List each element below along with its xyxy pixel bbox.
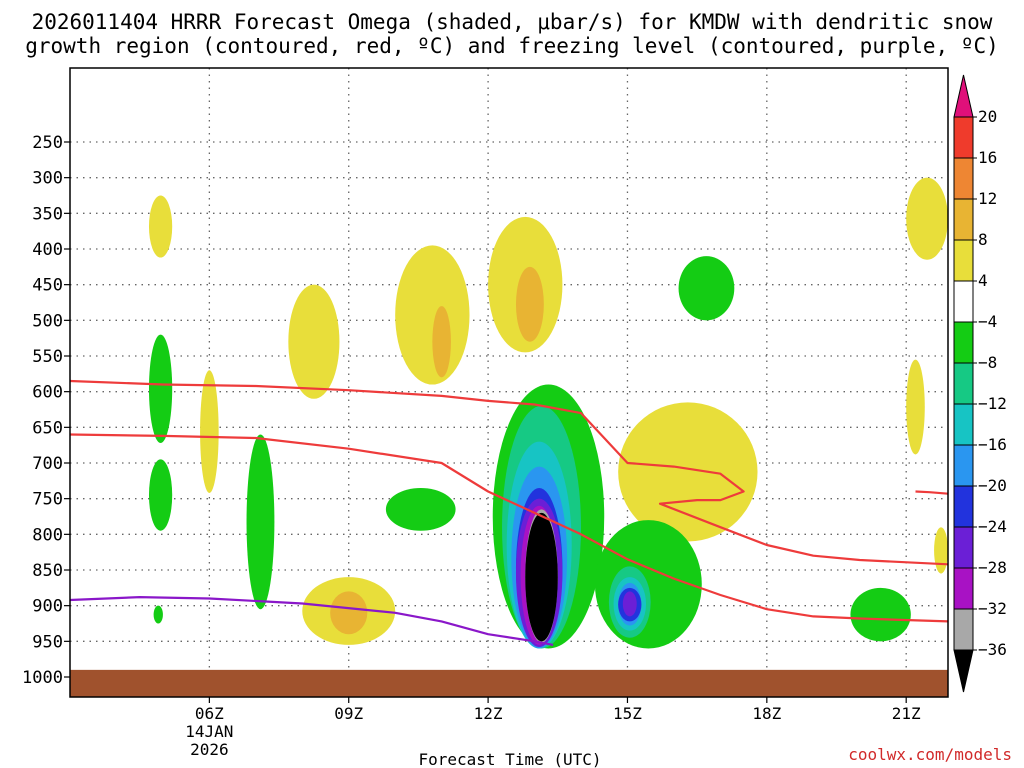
colorbar-bin-1 [953, 157, 974, 200]
omega-region-8 [330, 591, 368, 635]
colorbar-label-9: −20 [978, 476, 1007, 495]
colorbar-label-8: −16 [978, 435, 1007, 454]
y-tick-label-500: 500 [32, 311, 63, 331]
colorbar-arrow-bottom [953, 649, 974, 693]
omega-region-11 [906, 177, 948, 260]
y-tick-label-350: 350 [32, 204, 63, 224]
colorbar-label-11: −28 [978, 558, 1007, 577]
omega-region-2 [288, 284, 340, 399]
colorbar-bin-3 [953, 239, 974, 282]
dendritic-contour-lower [69, 433, 949, 623]
colorbar-label-2: 12 [978, 189, 997, 208]
colorbar-label-7: −12 [978, 394, 1007, 413]
plot-area [69, 67, 949, 698]
y-tick-label-1000: 1000 [22, 668, 63, 688]
omega-region-9 [618, 402, 758, 542]
y-tick-label-600: 600 [32, 383, 63, 403]
y-tick-label-400: 400 [32, 240, 63, 260]
y-tick-label-300: 300 [32, 169, 63, 189]
y-tick-label-250: 250 [32, 133, 63, 153]
colorbar-bin-7 [953, 403, 974, 446]
colorbar-bin-6 [953, 362, 974, 405]
omega-region-15 [153, 605, 163, 624]
omega-region-21 [594, 520, 702, 649]
omega-region-19 [850, 587, 911, 642]
y-tick-label-550: 550 [32, 347, 63, 367]
x-tick-label-15Z: 15Z [613, 704, 642, 723]
colorbar-bin-10 [953, 526, 974, 569]
colorbar-bin-11 [953, 567, 974, 610]
credit-link[interactable]: coolwx.com/models [848, 745, 1012, 764]
omega-region-3 [395, 245, 470, 385]
colorbar-label-6: −8 [978, 353, 997, 372]
colorbar-label-5: −4 [978, 312, 997, 331]
colorbar-label-1: 16 [978, 148, 997, 167]
x-tick-label-06Z: 06Z [195, 704, 224, 723]
colorbar-bin-12 [953, 608, 974, 651]
omega-region-34 [622, 591, 637, 617]
omega-region-0 [148, 195, 173, 258]
x-date-day: 14JAN [185, 722, 233, 741]
x-tick-label-12Z: 12Z [474, 704, 503, 723]
x-tick-label-18Z: 18Z [752, 704, 781, 723]
colorbar-bin-4 [953, 280, 974, 323]
x-tick-label-09Z: 09Z [334, 704, 363, 723]
omega-region-13 [148, 334, 173, 444]
y-tick-label-450: 450 [32, 276, 63, 296]
colorbar-bin-5 [953, 321, 974, 364]
colorbar: 20 16 12 8 4 −4 −8 −12 −16 −20 −24 −28 −32 −36 [953, 74, 1007, 693]
dendritic-contour-right-edge [915, 490, 949, 495]
colorbar-arrow-top [953, 74, 974, 118]
y-axis: 250 300 350 400 450 500 550 600 650 700 750 800 850 9… [22, 133, 70, 688]
omega-region-14 [148, 459, 173, 531]
colorbar-label-13: −36 [978, 640, 1007, 659]
x-date-year: 2026 [190, 740, 229, 759]
y-tick-label-800: 800 [32, 525, 63, 545]
omega-region-1 [200, 370, 219, 493]
omega-region-12 [934, 527, 948, 574]
y-tick-label-750: 750 [32, 490, 63, 510]
omega-region-10 [906, 359, 925, 455]
ground-layer [70, 669, 948, 697]
freezing-level-contour [69, 595, 554, 646]
chart-title-line2: growth region (contoured, red, ºC) and f… [25, 34, 999, 58]
colorbar-bin-2 [953, 198, 974, 241]
x-axis-label: Forecast Time (UTC) [418, 750, 601, 768]
colorbar-label-12: −32 [978, 599, 1007, 618]
omega-region-29 [525, 512, 558, 642]
colorbar-label-10: −24 [978, 517, 1007, 536]
y-tick-label-950: 950 [32, 632, 63, 652]
chart-title-line1: 2026011404 HRRR Forecast Omega (shaded, … [32, 10, 993, 34]
y-tick-label-700: 700 [32, 454, 63, 474]
omega-region-6 [515, 266, 544, 342]
omega-region-16 [246, 434, 275, 610]
colorbar-bin-9 [953, 485, 974, 528]
y-tick-label-850: 850 [32, 561, 63, 581]
colorbar-bin-8 [953, 444, 974, 487]
colorbar-label-4: 4 [978, 271, 988, 290]
omega-region-4 [432, 306, 451, 378]
y-tick-label-900: 900 [32, 597, 63, 617]
plot-frame [69, 67, 949, 698]
dendritic-contour-upper [69, 379, 949, 566]
omega-region-17 [385, 487, 456, 531]
colorbar-label-3: 8 [978, 230, 988, 249]
x-tick-label-21Z: 21Z [892, 704, 921, 723]
omega-region-18 [678, 256, 735, 321]
colorbar-bin-0 [953, 116, 974, 159]
colorbar-label-0: 20 [978, 107, 997, 126]
y-tick-label-650: 650 [32, 418, 63, 438]
